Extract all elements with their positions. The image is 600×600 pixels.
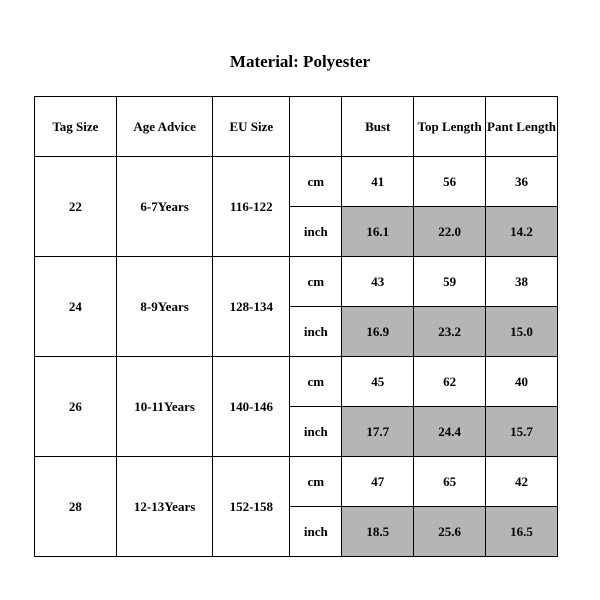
cell-top: 24.4 [414,407,486,457]
cell-bust: 17.7 [342,407,414,457]
cell-unit-inch: inch [290,507,342,557]
cell-age: 8-9Years [116,257,213,357]
cell-tag: 28 [35,457,117,557]
table-row: 26 10-11Years 140-146 cm 45 62 40 [35,357,558,407]
size-table: Tag Size Age Advice EU Size Bust Top Len… [34,96,558,557]
cell-tag: 22 [35,157,117,257]
cell-top: 22.0 [414,207,486,257]
table-body: 22 6-7Years 116-122 cm 41 56 36 inch 16.… [35,157,558,557]
cell-bust: 16.1 [342,207,414,257]
cell-age: 10-11Years [116,357,213,457]
cell-eu: 128-134 [213,257,290,357]
cell-eu: 140-146 [213,357,290,457]
cell-top: 23.2 [414,307,486,357]
cell-pant: 15.7 [486,407,558,457]
cell-bust: 16.9 [342,307,414,357]
table-header-row: Tag Size Age Advice EU Size Bust Top Len… [35,97,558,157]
cell-bust: 18.5 [342,507,414,557]
cell-pant: 16.5 [486,507,558,557]
cell-eu: 116-122 [213,157,290,257]
cell-tag: 26 [35,357,117,457]
cell-pant: 38 [486,257,558,307]
col-top: Top Length [414,97,486,157]
cell-bust: 47 [342,457,414,507]
cell-top: 65 [414,457,486,507]
cell-unit-cm: cm [290,457,342,507]
cell-unit-inch: inch [290,407,342,457]
table-row: 28 12-13Years 152-158 cm 47 65 42 [35,457,558,507]
cell-unit-inch: inch [290,207,342,257]
col-tag: Tag Size [35,97,117,157]
cell-pant: 36 [486,157,558,207]
col-pant: Pant Length [486,97,558,157]
cell-unit-cm: cm [290,257,342,307]
cell-age: 6-7Years [116,157,213,257]
table-row: 22 6-7Years 116-122 cm 41 56 36 [35,157,558,207]
cell-top: 25.6 [414,507,486,557]
cell-pant: 14.2 [486,207,558,257]
cell-bust: 41 [342,157,414,207]
page-title: Material: Polyester [0,0,600,96]
cell-top: 56 [414,157,486,207]
cell-bust: 43 [342,257,414,307]
table-row: 24 8-9Years 128-134 cm 43 59 38 [35,257,558,307]
cell-tag: 24 [35,257,117,357]
cell-bust: 45 [342,357,414,407]
col-unit [290,97,342,157]
cell-top: 59 [414,257,486,307]
size-table-wrap: Tag Size Age Advice EU Size Bust Top Len… [0,96,600,557]
col-eu: EU Size [213,97,290,157]
cell-top: 62 [414,357,486,407]
cell-pant: 15.0 [486,307,558,357]
cell-age: 12-13Years [116,457,213,557]
size-chart-page: { "title": "Material: Polyester", "colum… [0,0,600,600]
cell-unit-inch: inch [290,307,342,357]
cell-eu: 152-158 [213,457,290,557]
col-age: Age Advice [116,97,213,157]
cell-unit-cm: cm [290,157,342,207]
cell-unit-cm: cm [290,357,342,407]
cell-pant: 42 [486,457,558,507]
cell-pant: 40 [486,357,558,407]
col-bust: Bust [342,97,414,157]
